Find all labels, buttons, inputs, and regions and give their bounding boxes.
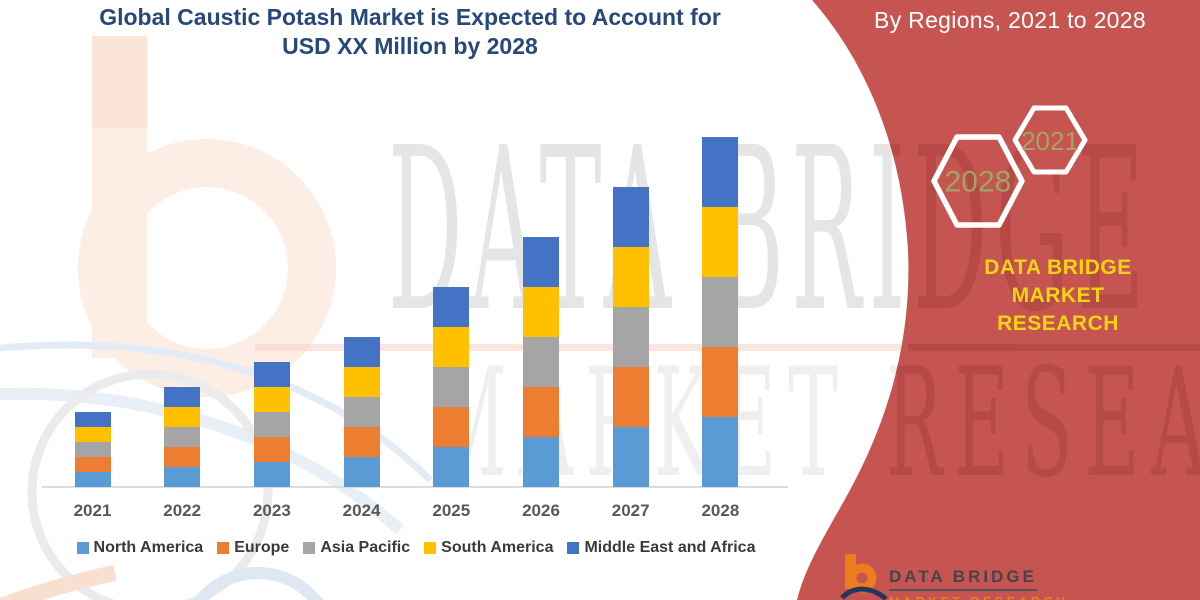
bar-segment-2022-north-america — [164, 467, 201, 487]
bar-segment-2028-south-america — [702, 207, 739, 277]
stacked-bar-2025 — [433, 287, 470, 487]
legend-item-north-america: North America — [76, 539, 204, 557]
data-bridge-b-watermark — [78, 36, 336, 397]
hexagon-badge-2021: 2021 — [1012, 105, 1088, 175]
hexagon-badge-2028: 2028 — [931, 134, 1025, 228]
bar-segment-2025-middle-east-and-africa — [433, 287, 470, 327]
bar-segment-2021-middle-east-and-africa — [74, 412, 111, 427]
chart-title: Global Caustic Potash Market is Expected… — [55, 3, 765, 61]
bar-segment-2025-asia-pacific — [433, 367, 470, 407]
bar-segment-2025-europe — [433, 407, 470, 447]
bar-segment-2022-asia-pacific — [164, 427, 201, 447]
x-axis-label-2026: 2026 — [522, 501, 560, 520]
stacked-bar-2026 — [523, 237, 559, 487]
x-axis-label-2028: 2028 — [701, 501, 740, 520]
footer-logo-name: DATA BRIDGE — [889, 567, 1037, 591]
hexagon-label-2028: 2028 — [945, 166, 1012, 199]
swoosh-watermarks — [0, 341, 433, 600]
stacked-bar-2024 — [343, 337, 380, 487]
x-axis-line — [42, 486, 788, 488]
legend-item-middle-east-and-africa: Middle East and Africa — [567, 539, 755, 557]
bar-segment-2027-north-america — [612, 427, 649, 487]
bar-segment-2027-asia-pacific — [612, 307, 649, 367]
banner-brand-line1: DATA BRIDGE MARKET — [984, 256, 1132, 307]
bar-segment-2024-middle-east-and-africa — [343, 337, 380, 367]
pink-band-watermark — [255, 344, 910, 351]
bar-segment-2024-north-america — [343, 457, 380, 487]
stacked-bar-2028 — [702, 137, 739, 487]
logo-swoosh — [840, 586, 888, 600]
x-axis-label-2021: 2021 — [73, 501, 112, 520]
bar-segment-2026-europe — [523, 387, 559, 437]
bar-segment-2021-asia-pacific — [74, 442, 111, 457]
chart-title-line1: Global Caustic Potash Market is Expected… — [99, 4, 721, 30]
legend-swatch-europe — [217, 542, 230, 554]
bar-segment-2023-north-america — [253, 462, 290, 487]
hexagon-outline — [931, 134, 1025, 228]
red-banner-shape — [797, 0, 1200, 600]
x-axis-label-2027: 2027 — [611, 501, 650, 520]
bar-segment-2023-asia-pacific — [253, 412, 290, 437]
bar-segment-2026-asia-pacific — [523, 337, 559, 387]
bar-segment-2028-north-america — [702, 417, 739, 487]
legend-label-north-america: North America — [93, 539, 204, 556]
bar-segment-2024-south-america — [343, 367, 380, 397]
bar-segment-2027-middle-east-and-africa — [612, 187, 649, 247]
stacked-bar-2021 — [74, 412, 111, 487]
bar-segment-2025-south-america — [433, 327, 470, 367]
footer-logo-subtitle: MARKET RESEARCH — [889, 595, 1069, 600]
x-axis-label-2025: 2025 — [432, 501, 471, 520]
banner-brand-line2: RESEARCH — [997, 312, 1119, 335]
hexagon-outline — [1012, 105, 1088, 175]
legend-label-middle-east-and-africa: Middle East and Africa — [584, 539, 756, 556]
bar-segment-2028-asia-pacific — [702, 277, 739, 347]
legend-swatch-middle-east-and-africa — [567, 542, 580, 554]
bar-segment-2027-europe — [612, 367, 649, 427]
bar-segment-2021-north-america — [74, 472, 111, 487]
banner-brand-text: DATA BRIDGE MARKET RESEARCH — [938, 254, 1178, 338]
legend-swatch-asia-pacific — [303, 542, 316, 554]
bar-segment-2024-asia-pacific — [343, 397, 380, 427]
bar-segment-2023-europe — [253, 437, 290, 462]
stacked-bar-2023 — [253, 362, 290, 487]
legend-label-asia-pacific: Asia Pacific — [320, 539, 411, 556]
legend-item-asia-pacific: Asia Pacific — [303, 539, 410, 557]
bar-segment-2024-europe — [343, 427, 380, 457]
bar-segment-2027-south-america — [612, 247, 649, 307]
hexagon-label-2021: 2021 — [1021, 126, 1079, 156]
bar-segment-2023-middle-east-and-africa — [253, 362, 290, 387]
banner-heading: By Regions, 2021 to 2028 — [874, 7, 1146, 33]
bar-segment-2022-middle-east-and-africa — [164, 387, 201, 407]
bar-segment-2022-europe — [164, 447, 201, 467]
bar-segment-2026-north-america — [523, 437, 559, 487]
bar-segment-2022-south-america — [164, 407, 201, 427]
x-axis-label-2024: 2024 — [342, 501, 381, 520]
bar-segment-2026-middle-east-and-africa — [523, 237, 559, 287]
chart-title-line2: USD XX Million by 2028 — [282, 33, 538, 59]
bar-segment-2021-south-america — [74, 427, 111, 442]
bar-segment-2021-europe — [74, 457, 111, 472]
bar-segment-2025-north-america — [433, 447, 470, 487]
legend-label-south-america: South America — [441, 539, 554, 556]
bar-segment-2028-europe — [702, 347, 739, 417]
stacked-bar-2027 — [612, 187, 649, 487]
x-axis-label-2022: 2022 — [163, 501, 202, 520]
x-axis-label-2023: 2023 — [252, 501, 291, 520]
legend-item-south-america: South America — [424, 539, 553, 557]
data-bridge-b-icon — [840, 554, 888, 600]
chart-legend: North America Europe Asia Pacific South Ame… — [40, 539, 792, 557]
bar-segment-2028-middle-east-and-africa — [702, 137, 739, 207]
legend-swatch-north-america — [76, 542, 89, 554]
bar-segment-2026-south-america — [523, 287, 559, 337]
bar-segment-2023-south-america — [253, 387, 290, 412]
legend-item-europe: Europe — [217, 539, 289, 557]
legend-swatch-south-america — [424, 542, 437, 554]
legend-label-europe: Europe — [234, 539, 290, 556]
stacked-bar-2022 — [164, 387, 201, 487]
